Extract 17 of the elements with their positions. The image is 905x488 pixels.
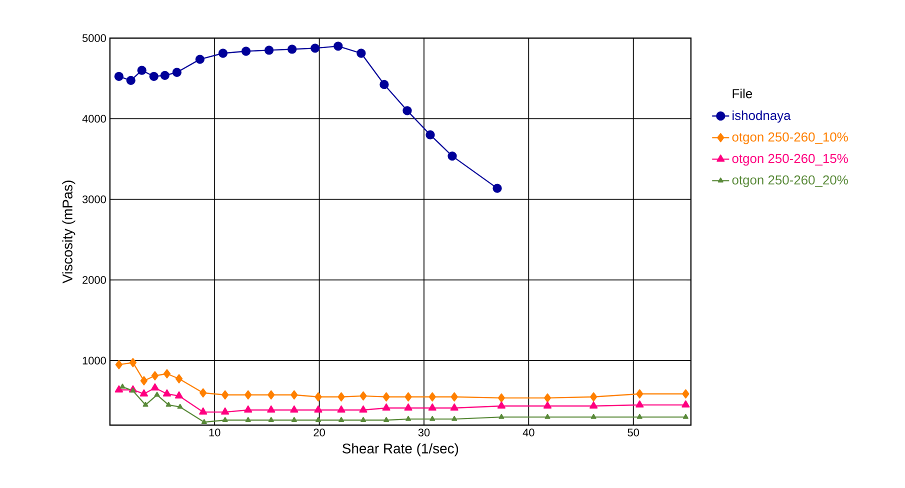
x-axis-title: Shear Rate (1/sec) <box>342 443 458 456</box>
x-tick-label: 20 <box>314 428 325 436</box>
legend-label: otgon 250-260_15% <box>732 154 848 166</box>
x-tick-label: 10 <box>209 428 220 436</box>
y-tick-label: 4000 <box>82 114 106 123</box>
y-tick-label: 2000 <box>82 276 106 284</box>
y-axis-title: Viscosity (mPas) <box>62 180 76 284</box>
legend-title: File <box>732 88 752 98</box>
x-tick-label: 40 <box>522 428 534 436</box>
x-tick-label: 50 <box>628 428 640 436</box>
legend-label: otgon 250-260_20% <box>732 175 848 188</box>
x-tick-label: 30 <box>418 428 430 436</box>
y-tick-label: 3000 <box>82 195 106 204</box>
y-tick-label: 1000 <box>82 356 106 364</box>
legend-label: ishodnaya <box>732 110 791 123</box>
legend-label: otgon 250-260_10% <box>732 132 848 144</box>
y-tick-label: 5000 <box>82 34 106 42</box>
